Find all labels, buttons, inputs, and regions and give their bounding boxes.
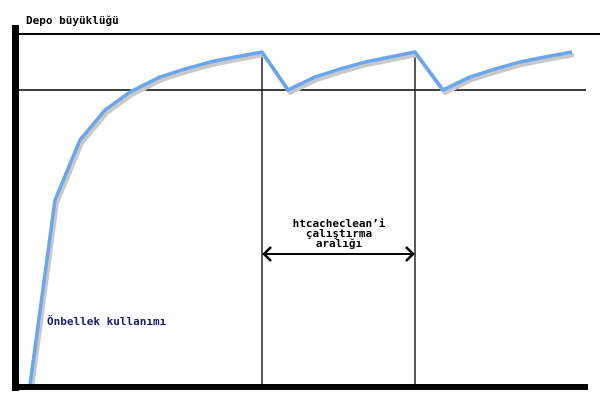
interval-label-line3: aralığı [316, 237, 363, 250]
interval-label-line2: çalıştırma [306, 227, 372, 240]
cache-usage-curve-shadow [30, 53, 575, 389]
arrow-head-left-icon [262, 246, 272, 262]
y-axis-label: Depo büyüklüğü [26, 14, 119, 27]
usage-label: Önbellek kullanımı [47, 314, 167, 328]
y-axis [12, 25, 19, 391]
arrow-head-right-icon [405, 246, 415, 262]
x-axis [12, 384, 588, 390]
interval-label-line1: htcacheclean’i [293, 217, 386, 230]
cache-usage-curve [28, 50, 573, 386]
